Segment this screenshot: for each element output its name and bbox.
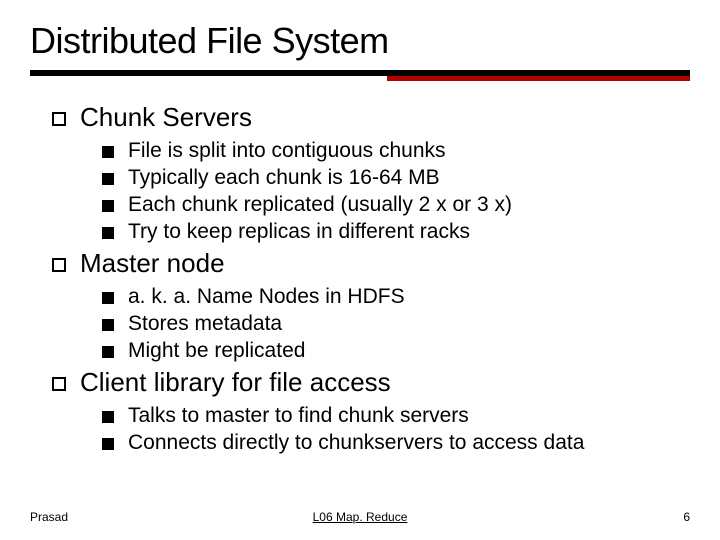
list-item: a. k. a. Name Nodes in HDFS xyxy=(102,285,690,309)
footer-center-text: L06 Map. Reduce xyxy=(313,510,408,524)
item-text: a. k. a. Name Nodes in HDFS xyxy=(128,285,405,309)
open-square-icon xyxy=(52,112,66,126)
section-chunk-servers: Chunk Servers File is split into contigu… xyxy=(30,102,690,244)
section-title: Chunk Servers xyxy=(80,102,252,133)
section-head: Client library for file access xyxy=(52,367,690,398)
solid-square-icon xyxy=(102,146,114,158)
list-item: File is split into contiguous chunks xyxy=(102,139,690,163)
slide-container: Distributed File System Chunk Servers Fi… xyxy=(0,0,720,455)
item-text: Connects directly to chunkservers to acc… xyxy=(128,431,584,455)
title-underline xyxy=(30,70,690,80)
section-client-library: Client library for file access Talks to … xyxy=(30,367,690,455)
footer-right: 6 xyxy=(683,510,690,524)
solid-square-icon xyxy=(102,227,114,239)
slide-title: Distributed File System xyxy=(30,20,690,62)
open-square-icon xyxy=(52,377,66,391)
section-items: Talks to master to find chunk servers Co… xyxy=(102,404,690,455)
section-title: Master node xyxy=(80,248,225,279)
list-item: Try to keep replicas in different racks xyxy=(102,220,690,244)
item-text: Try to keep replicas in different racks xyxy=(128,220,470,244)
item-text: Stores metadata xyxy=(128,312,282,336)
solid-square-icon xyxy=(102,438,114,450)
solid-square-icon xyxy=(102,319,114,331)
list-item: Typically each chunk is 16-64 MB xyxy=(102,166,690,190)
solid-square-icon xyxy=(102,346,114,358)
footer-center: L06 Map. Reduce xyxy=(313,510,408,524)
section-title: Client library for file access xyxy=(80,367,391,398)
solid-square-icon xyxy=(102,200,114,212)
section-items: File is split into contiguous chunks Typ… xyxy=(102,139,690,244)
section-head: Chunk Servers xyxy=(52,102,690,133)
solid-square-icon xyxy=(102,173,114,185)
solid-square-icon xyxy=(102,292,114,304)
item-text: Talks to master to find chunk servers xyxy=(128,404,469,428)
list-item: Stores metadata xyxy=(102,312,690,336)
underline-red-bar xyxy=(387,76,690,81)
item-text: Typically each chunk is 16-64 MB xyxy=(128,166,440,190)
item-text: Might be replicated xyxy=(128,339,305,363)
section-head: Master node xyxy=(52,248,690,279)
item-text: File is split into contiguous chunks xyxy=(128,139,446,163)
section-items: a. k. a. Name Nodes in HDFS Stores metad… xyxy=(102,285,690,363)
solid-square-icon xyxy=(102,411,114,423)
slide-footer: Prasad L06 Map. Reduce 6 xyxy=(0,510,720,524)
item-text: Each chunk replicated (usually 2 x or 3 … xyxy=(128,193,512,217)
list-item: Connects directly to chunkservers to acc… xyxy=(102,431,690,455)
list-item: Each chunk replicated (usually 2 x or 3 … xyxy=(102,193,690,217)
open-square-icon xyxy=(52,258,66,272)
section-master-node: Master node a. k. a. Name Nodes in HDFS … xyxy=(30,248,690,363)
list-item: Might be replicated xyxy=(102,339,690,363)
footer-left: Prasad xyxy=(30,510,68,524)
list-item: Talks to master to find chunk servers xyxy=(102,404,690,428)
